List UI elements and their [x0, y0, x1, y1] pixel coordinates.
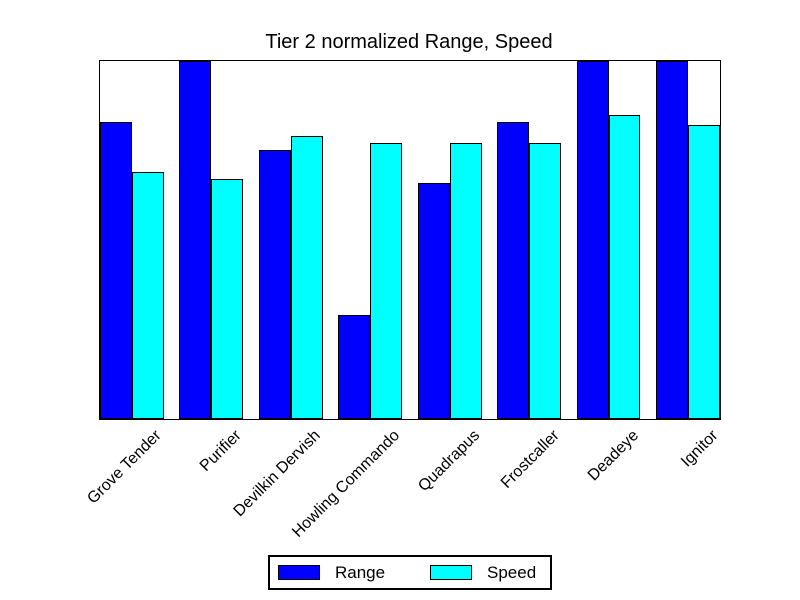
- bar-speed-grove-tender: [131, 172, 164, 419]
- bar-speed-purifier: [211, 179, 244, 419]
- bar-range-howling-commando: [338, 315, 371, 419]
- bar-range-ignitor: [656, 61, 689, 419]
- bar-speed-frostcaller: [529, 143, 561, 419]
- x-tick-label-howling-commando: Howling Commando: [289, 427, 404, 541]
- x-tick-label-purifier: Purifier: [196, 427, 245, 475]
- bar-speed-quadrapus: [449, 143, 482, 419]
- legend-swatch-range: [278, 565, 320, 580]
- bar-range-deadeye: [576, 61, 609, 419]
- bar-speed-howling-commando: [370, 143, 403, 419]
- chart-title: Tier 2 normalized Range, Speed: [265, 31, 553, 53]
- legend-swatch-speed: [430, 565, 472, 580]
- bar-speed-deadeye: [608, 115, 641, 419]
- x-tick-label-grove-tender: Grove Tender: [84, 427, 165, 508]
- legend: Range Speed: [268, 555, 552, 590]
- bar-range-purifier: [179, 61, 212, 419]
- x-tick-label-deadeye: Deadeye: [584, 427, 642, 485]
- bar-speed-devilkin-dervish: [290, 136, 323, 419]
- bar-range-frostcaller: [497, 122, 530, 419]
- plot-area: [99, 60, 721, 420]
- x-tick-label-ignitor: Ignitor: [677, 427, 722, 471]
- x-tick-label-devilkin-dervish: Devilkin Dervish: [230, 427, 324, 521]
- legend-item-speed: Speed: [430, 557, 536, 588]
- legend-label-range: Range: [335, 562, 386, 582]
- x-tick-label-quadrapus: Quadrapus: [414, 427, 483, 496]
- bar-speed-ignitor: [688, 125, 720, 419]
- bar-range-grove-tender: [100, 122, 132, 419]
- legend-item-range: Range: [278, 557, 385, 588]
- x-tick-label-frostcaller: Frostcaller: [497, 427, 563, 492]
- bar-range-quadrapus: [417, 183, 450, 419]
- bar-range-devilkin-dervish: [258, 150, 291, 419]
- legend-label-speed: Speed: [487, 562, 537, 582]
